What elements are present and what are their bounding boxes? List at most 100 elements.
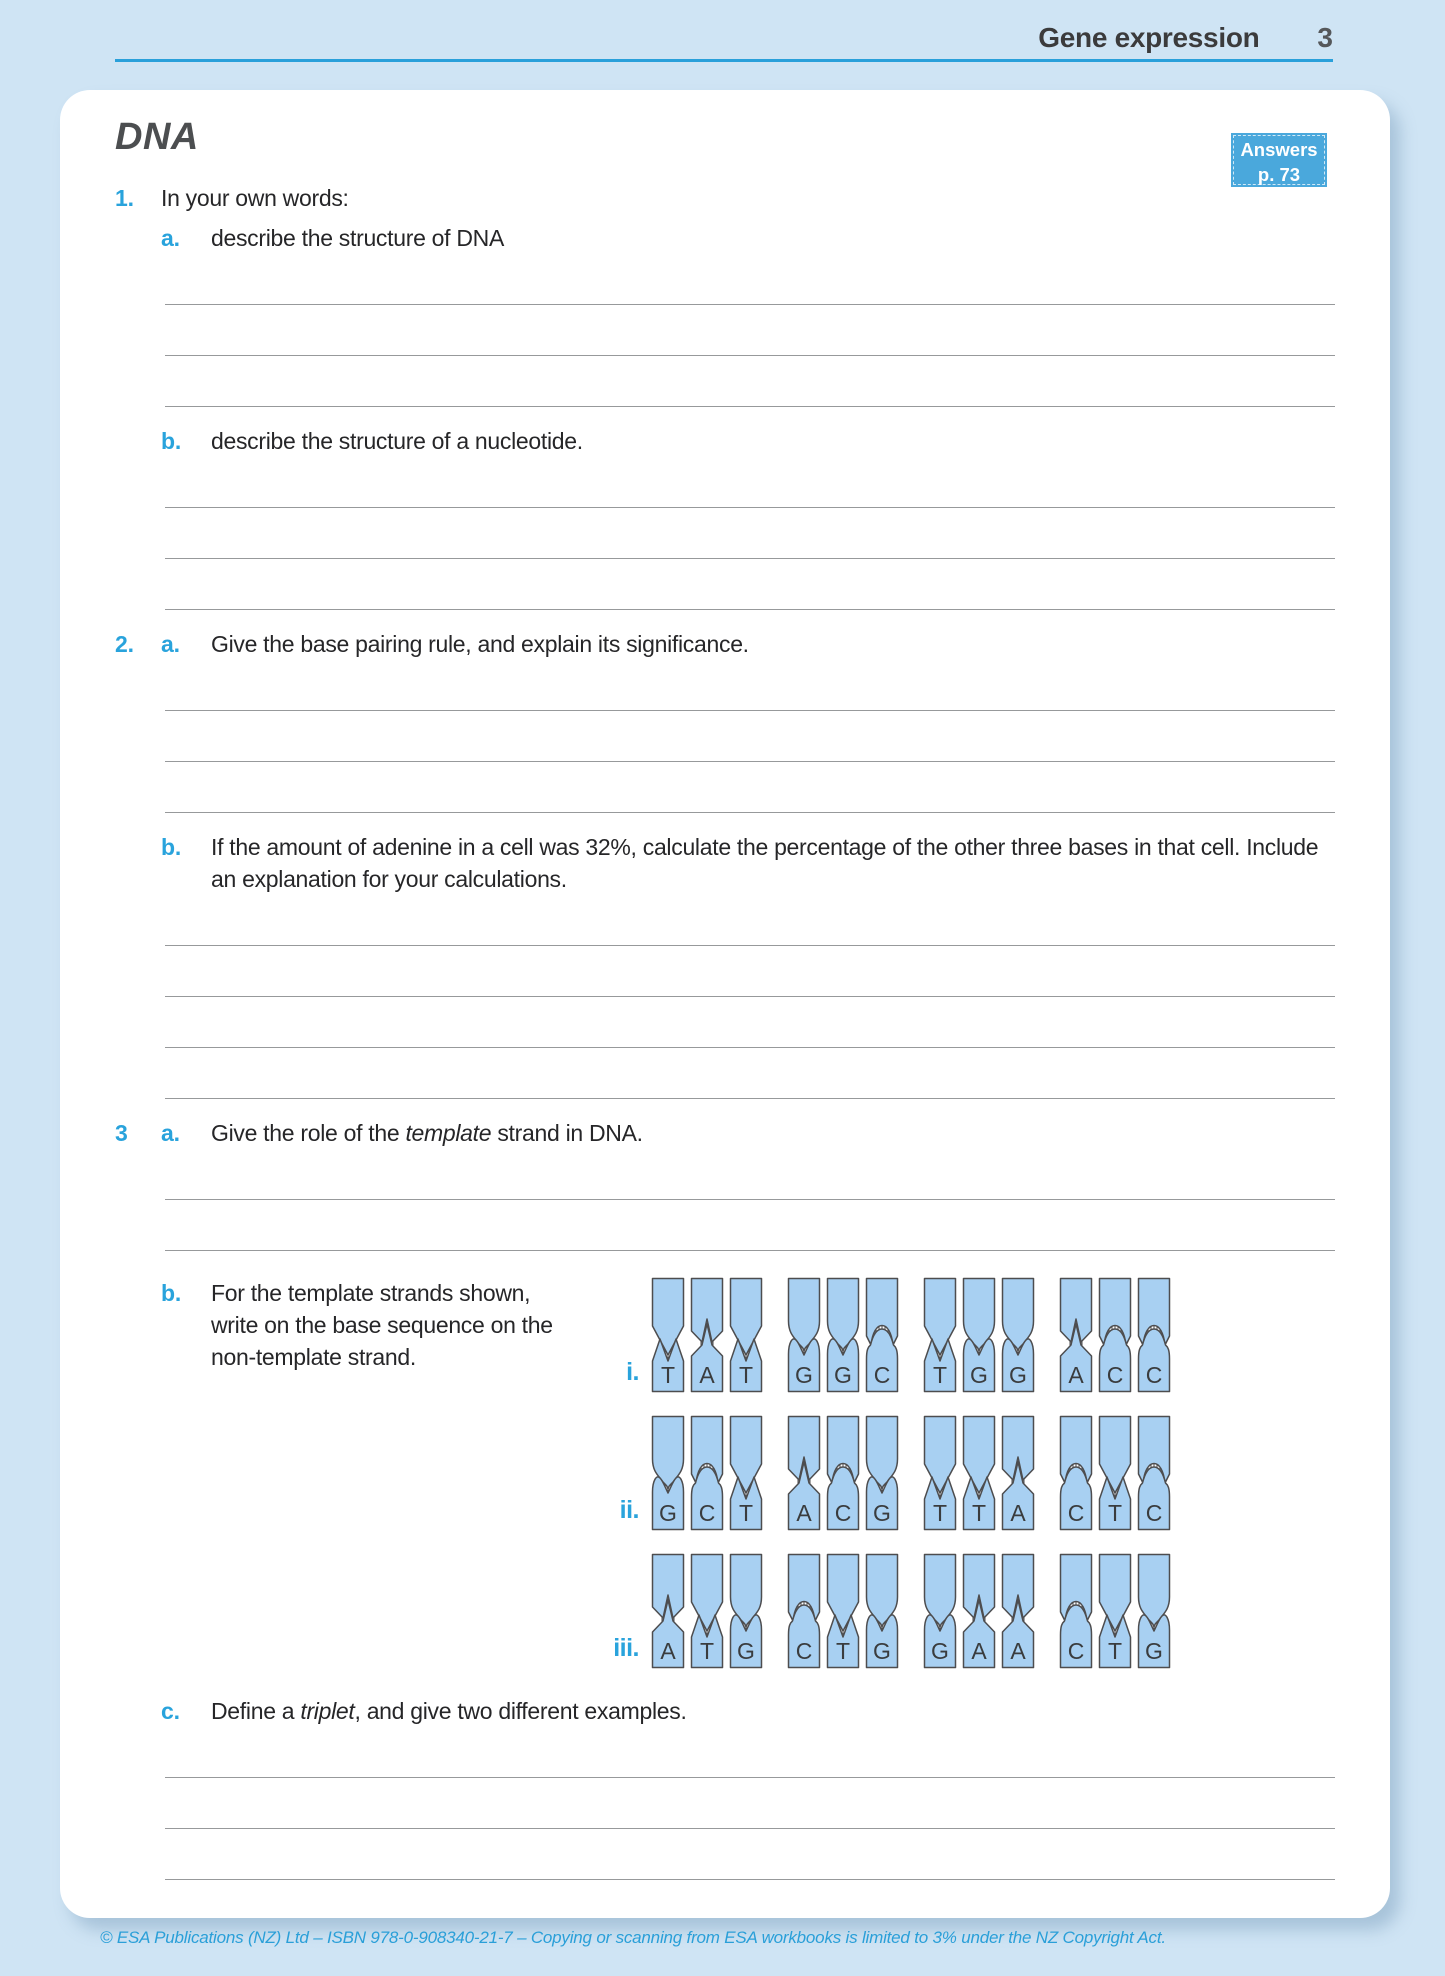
nucleotide-A: A	[1001, 1415, 1035, 1531]
svg-text:A: A	[971, 1638, 987, 1664]
answer-line	[165, 1778, 1335, 1829]
svg-text:T: T	[933, 1500, 947, 1526]
question-3a: 3 a. Give the role of the template stran…	[115, 1117, 1335, 1277]
answer-line	[165, 660, 1335, 711]
worksheet-card: Answers p. 73 DNA 1. In your own words: …	[60, 90, 1390, 1918]
nucleotide-C: C	[1137, 1415, 1171, 1531]
svg-text:A: A	[699, 1362, 715, 1388]
nucleotide-G: G	[962, 1277, 996, 1393]
svg-text:C: C	[1107, 1362, 1124, 1388]
strand-row: i. T A T G G C T G G A C C	[591, 1277, 1171, 1393]
svg-text:C: C	[1068, 1500, 1085, 1526]
answer-lines-3c	[165, 1727, 1335, 1880]
part-3a-text: Give the role of the template strand in …	[211, 1120, 643, 1146]
nucleotide-T: T	[923, 1415, 957, 1531]
svg-text:A: A	[796, 1500, 812, 1526]
question-2-number: 2.	[115, 631, 134, 657]
question-2b: b. If the amount of adenine in a cell wa…	[115, 831, 1335, 1117]
svg-text:C: C	[1146, 1500, 1163, 1526]
answer-lines-3a	[165, 1149, 1335, 1251]
answer-line	[165, 946, 1335, 997]
nucleotide-C: C	[1137, 1277, 1171, 1393]
svg-text:C: C	[1146, 1362, 1163, 1388]
nucleotide-G: G	[1137, 1553, 1171, 1669]
nucleotide-T: T	[729, 1415, 763, 1531]
answers-badge-label: Answers	[1240, 139, 1318, 160]
nucleotide-T: T	[923, 1277, 957, 1393]
strand-label: iii.	[613, 1634, 639, 1662]
nucleotide-A: A	[651, 1553, 685, 1669]
part-2a-label: a.	[161, 631, 180, 657]
svg-text:C: C	[699, 1500, 716, 1526]
nucleotide-C: C	[1059, 1415, 1093, 1531]
nucleotide-C: C	[787, 1553, 821, 1669]
nucleotide-C: C	[1098, 1277, 1132, 1393]
answer-line	[165, 762, 1335, 813]
nucleotide-A: A	[1059, 1277, 1093, 1393]
question-3c: c. Define a triplet, and give two differ…	[115, 1695, 1335, 1880]
nucleotide-G: G	[865, 1415, 899, 1531]
svg-text:T: T	[972, 1500, 986, 1526]
svg-text:G: G	[873, 1638, 891, 1664]
svg-text:G: G	[931, 1638, 949, 1664]
strand-row: iii. A T G C T G G A A C T G	[591, 1553, 1171, 1669]
answer-line	[165, 559, 1335, 610]
nucleotide-C: C	[1059, 1553, 1093, 1669]
svg-text:G: G	[1009, 1362, 1027, 1388]
part-1b-text: describe the structure of a nucleotide.	[211, 428, 583, 454]
answer-line	[165, 895, 1335, 946]
svg-text:G: G	[1145, 1638, 1163, 1664]
nucleotide-C: C	[826, 1415, 860, 1531]
svg-text:G: G	[659, 1500, 677, 1526]
answer-line	[165, 1727, 1335, 1778]
answer-line	[165, 305, 1335, 356]
nucleotide-G: G	[729, 1553, 763, 1669]
nucleotide-C: C	[690, 1415, 724, 1531]
part-3a-label: a.	[161, 1120, 180, 1146]
answer-line	[165, 711, 1335, 762]
header-rule	[115, 59, 1333, 62]
nucleotide-T: T	[962, 1415, 996, 1531]
answer-lines-2b	[165, 895, 1335, 1099]
answer-line	[165, 457, 1335, 508]
svg-text:G: G	[737, 1638, 755, 1664]
nucleotide-T: T	[1098, 1415, 1132, 1531]
page-header: Gene expression 3	[115, 22, 1333, 54]
answers-badge: Answers p. 73	[1231, 133, 1327, 187]
answer-line	[165, 254, 1335, 305]
part-3b-label: b.	[161, 1280, 182, 1306]
question-3-number: 3	[115, 1120, 128, 1146]
nucleotide-A: A	[1001, 1553, 1035, 1669]
nucleotide-A: A	[690, 1277, 724, 1393]
part-2b-label: b.	[161, 834, 182, 860]
svg-text:C: C	[1068, 1638, 1085, 1664]
svg-text:A: A	[1010, 1638, 1026, 1664]
nucleotide-G: G	[865, 1553, 899, 1669]
footer-copyright: © ESA Publications (NZ) Ltd – ISBN 978-0…	[100, 1928, 1166, 1947]
nucleotide-T: T	[1098, 1553, 1132, 1669]
part-3c-text: Define a triplet, and give two different…	[211, 1698, 687, 1724]
page-number: 3	[1317, 22, 1333, 53]
svg-text:A: A	[660, 1638, 676, 1664]
answer-lines-1a	[165, 254, 1335, 407]
answer-line	[165, 1829, 1335, 1880]
svg-text:C: C	[796, 1638, 813, 1664]
svg-text:G: G	[873, 1500, 891, 1526]
nucleotide-G: G	[923, 1553, 957, 1669]
svg-text:C: C	[835, 1500, 852, 1526]
answer-line	[165, 356, 1335, 407]
nucleotide-G: G	[1001, 1277, 1035, 1393]
part-1b-label: b.	[161, 428, 182, 454]
nucleotide-T: T	[651, 1277, 685, 1393]
svg-text:C: C	[874, 1362, 891, 1388]
strand-label: ii.	[619, 1496, 640, 1524]
strand-row: ii. G C T A C G T T A C T C	[591, 1415, 1171, 1531]
part-2a-text: Give the base pairing rule, and explain …	[211, 631, 749, 657]
question-3b: b. For the template strands shown, write…	[115, 1277, 1335, 1669]
